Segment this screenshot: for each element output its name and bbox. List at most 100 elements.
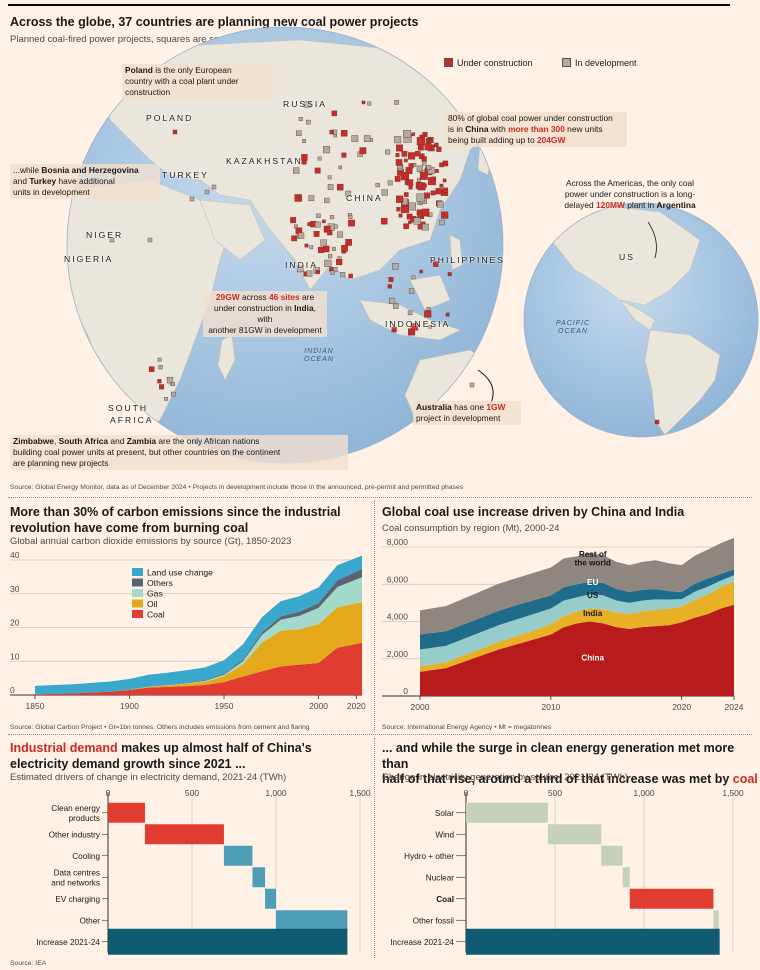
category-label: Coal	[436, 895, 454, 904]
waterfall-bar-other-fossil	[713, 910, 719, 931]
project-square-china	[437, 201, 444, 208]
area-oil	[35, 602, 362, 695]
label-russia: RUSSIA	[283, 99, 327, 109]
label-niger: NIGER	[86, 230, 124, 240]
category-label: Hydro + other	[404, 852, 454, 861]
y-tick-label: 4,000	[387, 612, 409, 622]
generation-subtitle: Change in electricity generation by sour…	[382, 772, 629, 783]
project-square-india	[345, 239, 352, 246]
project-square-se-asia	[388, 277, 394, 282]
project-square-africa	[164, 397, 168, 401]
coal-use-title: Global coal use increase driven by China…	[382, 505, 685, 519]
category-label: Other fossil	[413, 916, 455, 925]
project-square-china	[394, 176, 401, 182]
arabia-landmass	[199, 199, 266, 261]
project-square-india	[327, 230, 333, 236]
emissions-chart: 0 10 20 30 40 1850 1900 1950 2000 2020 Land use ch…	[10, 550, 366, 711]
project-square-asia	[308, 195, 315, 202]
project-square-china	[439, 183, 444, 188]
y-tick-label: 2,000	[387, 649, 409, 659]
y-tick-label: 40	[10, 550, 20, 560]
project-square-china	[422, 223, 429, 231]
annotation-africa: Zimbabwe, South Africa and Zambia are th…	[10, 435, 348, 471]
project-square-china	[434, 142, 439, 148]
x-tick-label: 2024	[725, 702, 744, 712]
project-square-china	[403, 223, 409, 230]
annotation-china: 80% of global coal power under construct…	[445, 112, 627, 148]
project-square-se-asia	[428, 325, 433, 329]
waterfall-bar-wind	[547, 824, 602, 845]
project-square-se-asia	[407, 310, 413, 316]
project-square-india	[320, 239, 327, 247]
y-tick-label: 20	[10, 618, 20, 628]
project-square-china	[442, 187, 448, 193]
project-square-india	[296, 265, 304, 273]
project-square-africa	[157, 357, 162, 362]
area-us	[420, 575, 734, 667]
section-divider-1	[8, 497, 752, 498]
project-square-india	[336, 231, 344, 238]
project-square	[147, 237, 153, 243]
category-label: Cooling	[72, 852, 100, 861]
project-square-india	[333, 224, 338, 229]
annotation-americas: Across the Americas, the only coal power …	[564, 178, 696, 211]
map-globes	[66, 26, 759, 464]
label-poland: POLAND	[146, 113, 194, 123]
project-square-china	[422, 161, 427, 166]
project-square-asia	[381, 189, 388, 196]
project-square-china	[416, 165, 423, 172]
project-square-asia	[345, 190, 352, 197]
category-label: Increase 2021-24	[390, 938, 454, 947]
project-squares	[109, 100, 660, 425]
project-square-china	[406, 179, 414, 186]
philippines-landmass	[449, 234, 463, 271]
project-square-asia	[298, 117, 303, 122]
project-square-china	[424, 143, 432, 151]
legend-label-land-use-change: Land use change	[147, 568, 213, 578]
legend-label-oil: Oil	[147, 599, 158, 609]
project-square-china	[415, 151, 421, 157]
project-square-india	[304, 243, 309, 248]
label-turkey: TURKEY	[162, 170, 209, 180]
legend-in-development: In development	[562, 58, 637, 68]
project-square-china	[411, 132, 416, 137]
x-tick-label: 2010	[541, 702, 560, 712]
project-square-asia	[385, 149, 391, 155]
project-square-india	[348, 219, 355, 227]
waterfall-bar-coal	[629, 888, 714, 909]
project-square-africa	[148, 366, 155, 372]
project-square-asia	[306, 119, 311, 125]
label-china: CHINA	[346, 193, 383, 203]
label-us: US	[619, 252, 635, 262]
x-tick-label: 2000	[309, 701, 328, 711]
vertical-divider-1	[374, 500, 375, 732]
x-tick-label: 2020	[347, 701, 366, 711]
project-square-china	[421, 156, 427, 162]
coal-use-subtitle: Coal consumption by region (Mt), 2000-24	[382, 523, 560, 534]
project-square-china	[408, 163, 414, 169]
project-square-india	[348, 273, 353, 279]
label-south-africa-2: AFRICA	[110, 415, 154, 425]
project-square-china	[434, 168, 439, 173]
x-tick-label: 500	[548, 788, 562, 798]
waterfall-bar-ev-charging	[265, 888, 276, 909]
project-square-china	[431, 176, 436, 182]
y-tick-label: 0	[10, 685, 15, 695]
project-square-india	[328, 254, 333, 259]
project-square-asia	[351, 135, 359, 142]
project-square-india	[298, 232, 305, 239]
project-square-asia	[302, 139, 307, 143]
project-square-asia	[336, 183, 344, 191]
project-square-india	[315, 270, 320, 275]
project-square	[211, 184, 217, 190]
project-square-se-asia	[411, 275, 416, 280]
series-label-eu: EU	[587, 578, 598, 587]
project-square-india	[324, 259, 332, 267]
x-tick-label: 2000	[411, 702, 430, 712]
project-square-africa	[170, 391, 176, 397]
project-square-asia	[316, 213, 321, 219]
series-label-us: US	[587, 591, 599, 600]
project-square-india	[341, 245, 348, 252]
project-square-china	[419, 171, 428, 180]
